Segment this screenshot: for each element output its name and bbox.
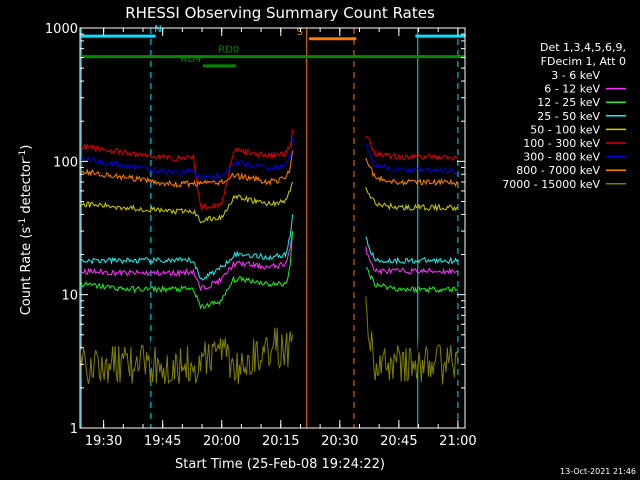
y-tick-label: 1 — [70, 422, 78, 437]
series-lines — [79, 128, 459, 385]
y-tick-label: 100 — [53, 155, 78, 170]
status-bar-s: S — [296, 27, 357, 41]
footer-date: 13-Oct-2021 21:46 — [560, 467, 636, 476]
chart-title: RHESSI Observing Summary Count Rates — [125, 4, 435, 22]
status-bars: N S RD0 RD4 — [80, 24, 465, 68]
svg-text:S: S — [296, 27, 302, 38]
svg-text:7000 - 15000 keV: 7000 - 15000 keV — [502, 178, 600, 191]
svg-text:3 - 6 keV: 3 - 6 keV — [551, 69, 600, 82]
svg-text:300 - 800 keV: 300 - 800 keV — [523, 151, 600, 164]
x-tick-label: 20:00 — [203, 434, 240, 449]
series-100-300-kev — [79, 128, 459, 212]
status-bar-n: N — [80, 24, 465, 38]
x-tick-label: 19:45 — [144, 434, 181, 449]
legend-entry: 300 - 800 keV — [523, 151, 626, 164]
y-axis-label: Count Rate (s-1 detector-1) — [18, 145, 34, 316]
series-7000-15000-kev — [79, 296, 459, 385]
svg-text:6 - 12 keV: 6 - 12 keV — [544, 83, 600, 96]
legend-header-line-1: Det 1,3,4,5,6,9, — [540, 41, 626, 54]
series-50-100-kev — [79, 181, 458, 224]
svg-text:12 - 25 keV: 12 - 25 keV — [537, 96, 600, 109]
x-tick-label: 20:45 — [380, 434, 417, 449]
series-800-7000-kev — [79, 150, 459, 189]
legend: Det 1,3,4,5,6,9, FDecim 1, Att 0 3 - 6 k… — [502, 41, 626, 191]
y-axis: 1 10 100 1000 — [45, 22, 465, 437]
legend-entry: 3 - 6 keV — [551, 69, 626, 82]
series-300-800-kev — [79, 137, 459, 181]
y-tick-label: 1000 — [45, 22, 78, 37]
legend-entry: 12 - 25 keV — [537, 96, 626, 109]
plot-frame — [79, 27, 466, 429]
y-tick-label: 10 — [61, 289, 78, 304]
x-axis-label: Start Time (25-Feb-08 19:24:22) — [175, 457, 385, 472]
x-tick-label: 21:00 — [439, 434, 476, 449]
svg-text:RD4: RD4 — [181, 54, 202, 65]
svg-text:50 - 100 keV: 50 - 100 keV — [530, 123, 600, 136]
legend-entry: 800 - 7000 keV — [516, 164, 626, 177]
x-tick-label: 20:30 — [321, 434, 358, 449]
svg-text:800 - 7000 keV: 800 - 7000 keV — [516, 164, 600, 177]
svg-text:25 - 50 keV: 25 - 50 keV — [537, 110, 600, 123]
status-bar-rd4: RD4 — [181, 54, 236, 68]
legend-entry: 25 - 50 keV — [537, 110, 626, 123]
vertical-markers — [80, 28, 459, 428]
x-tick-label: 19:30 — [85, 434, 122, 449]
x-tick-label: 20:15 — [262, 434, 299, 449]
legend-entry: 100 - 300 keV — [523, 137, 626, 150]
status-bar-rd0: RD0 — [80, 45, 465, 59]
legend-entry: 50 - 100 keV — [530, 123, 626, 136]
svg-text:100 - 300 keV: 100 - 300 keV — [523, 137, 600, 150]
series-25-50-kev — [79, 214, 459, 281]
legend-entry: 7000 - 15000 keV — [502, 178, 626, 191]
legend-header-line-2: FDecim 1, Att 0 — [541, 55, 626, 68]
series-6-12-kev — [79, 231, 459, 292]
svg-text:N: N — [154, 24, 161, 35]
x-axis: 19:30 19:45 20:00 20:15 20:30 20:45 21:00 — [85, 28, 477, 449]
series-12-25-kev — [79, 231, 459, 310]
legend-entry: 6 - 12 keV — [544, 83, 626, 96]
svg-text:RD0: RD0 — [218, 45, 239, 56]
